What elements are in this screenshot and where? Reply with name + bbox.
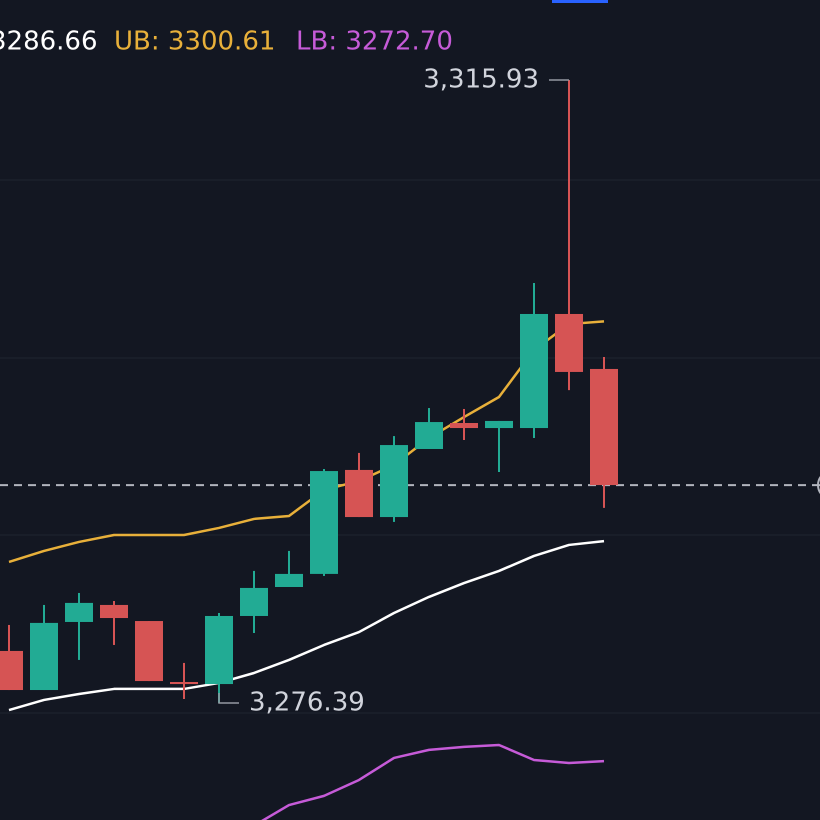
candle-body	[65, 602, 93, 622]
candle-body	[100, 604, 128, 619]
annotation-connector	[218, 692, 239, 704]
candle-body	[30, 622, 58, 691]
annotation-label: 3,276.39	[249, 687, 365, 717]
candle-body	[240, 587, 268, 616]
candle-body	[590, 368, 618, 486]
band-line	[8, 320, 605, 564]
candle-body	[310, 471, 338, 574]
candle-body	[135, 621, 163, 682]
legend-value: 3286.66	[0, 27, 98, 57]
band-line	[8, 539, 605, 712]
band-line	[261, 743, 605, 820]
plot-area	[0, 80, 820, 820]
candle-body	[380, 445, 408, 518]
annotation-label: 3,315.93	[423, 65, 539, 95]
price-marker	[817, 476, 820, 495]
candle-body	[415, 422, 443, 449]
candle-body	[275, 573, 303, 587]
candle-body	[450, 422, 478, 429]
legend-value: UB: 3300.61	[114, 27, 275, 57]
candle-body	[555, 313, 583, 372]
candle-body	[170, 681, 198, 685]
tab-indicator	[552, 0, 608, 3]
candle-body	[345, 469, 373, 518]
legend-value: LB: 3272.70	[296, 27, 453, 57]
candle-body	[485, 420, 513, 429]
candle-body	[0, 650, 23, 691]
candle-body	[520, 313, 548, 429]
candle-body	[205, 615, 233, 685]
